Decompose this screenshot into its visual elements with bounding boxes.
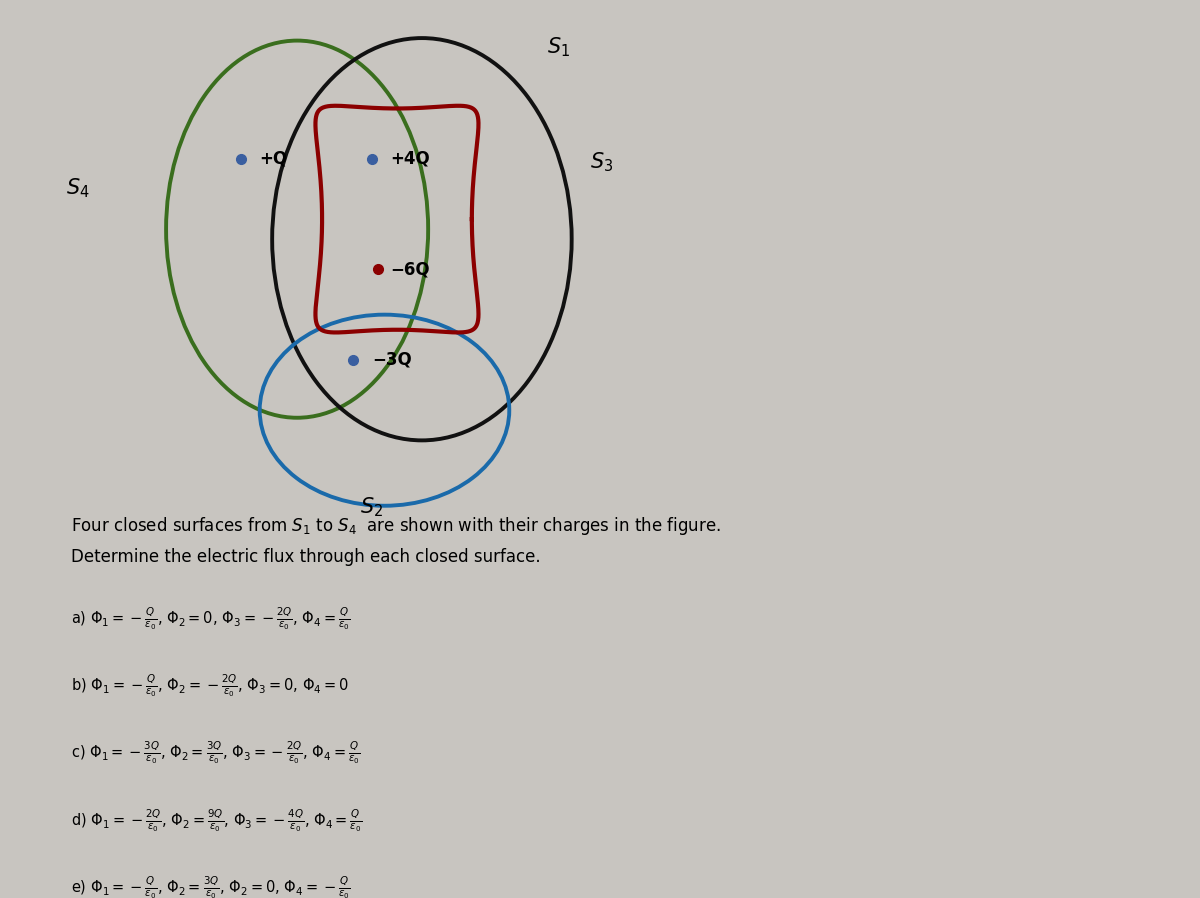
Text: e) $\Phi_1 = -\frac{Q}{\varepsilon_0}$, $\Phi_2 = \frac{3Q}{\varepsilon_0}$, $\P: e) $\Phi_1 = -\frac{Q}{\varepsilon_0}$, … (71, 875, 350, 898)
Text: $S_4$: $S_4$ (66, 176, 90, 199)
Text: Four closed surfaces from $S_1$ to $S_4$  are shown with their charges in the fi: Four closed surfaces from $S_1$ to $S_4$… (71, 515, 721, 566)
Text: a) $\Phi_1 = -\frac{Q}{\varepsilon_0}$, $\Phi_2 = 0$, $\Phi_3 = -\frac{2Q}{\vare: a) $\Phi_1 = -\frac{Q}{\varepsilon_0}$, … (71, 605, 350, 632)
Text: +4Q: +4Q (391, 150, 431, 168)
Text: −6Q: −6Q (391, 260, 431, 278)
Text: $S_2$: $S_2$ (360, 496, 384, 519)
Text: $S_1$: $S_1$ (547, 35, 570, 58)
Text: d) $\Phi_1 = -\frac{2Q}{\varepsilon_0}$, $\Phi_2 = \frac{9Q}{\varepsilon_0}$, $\: d) $\Phi_1 = -\frac{2Q}{\varepsilon_0}$,… (71, 807, 362, 833)
Text: −3Q: −3Q (372, 351, 412, 369)
Text: $S_3$: $S_3$ (590, 151, 613, 174)
Text: +Q: +Q (259, 150, 288, 168)
Text: c) $\Phi_1 = -\frac{3Q}{\varepsilon_0}$, $\Phi_2 = \frac{3Q}{\varepsilon_0}$, $\: c) $\Phi_1 = -\frac{3Q}{\varepsilon_0}$,… (71, 740, 361, 767)
Text: b) $\Phi_1 = -\frac{Q}{\varepsilon_0}$, $\Phi_2 = -\frac{2Q}{\varepsilon_0}$, $\: b) $\Phi_1 = -\frac{Q}{\varepsilon_0}$, … (71, 673, 349, 700)
